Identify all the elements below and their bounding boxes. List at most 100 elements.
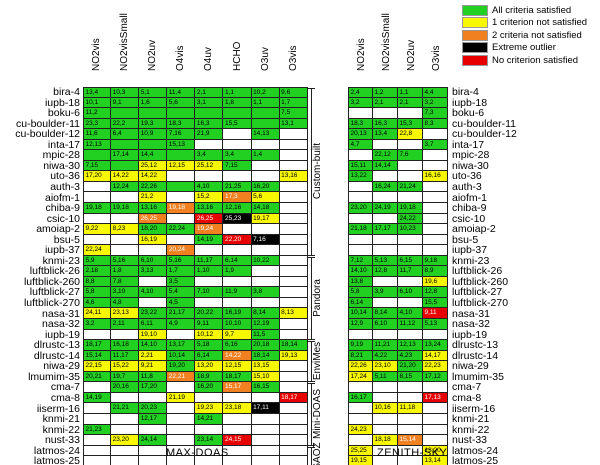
legend-item: No criterion satisfied xyxy=(462,54,598,67)
heatmap-cell: 7,16 xyxy=(251,234,280,245)
heatmap-cell: 12,8 xyxy=(423,287,448,297)
heatmap-cell xyxy=(348,245,373,255)
heatmap-cell xyxy=(279,150,308,160)
heatmap-cell xyxy=(111,108,140,118)
heatmap-cell: 6,10 xyxy=(398,287,423,297)
heatmap-cell xyxy=(223,245,252,255)
heatmap-cell: 5,18 xyxy=(195,340,224,350)
heatmap-cell: 13,15 xyxy=(251,361,280,371)
heatmap-row: 19,15 13,14 xyxy=(348,456,448,465)
heatmap-cell: 6,16 xyxy=(223,340,252,350)
heatmap-cell: 2,18 xyxy=(83,266,112,276)
heatmap-cell: 12,15 xyxy=(167,160,196,171)
heatmap-cell: 17,12 xyxy=(423,371,448,382)
heatmap-row: 12,24 22,26 4,10 21,25 16,20 xyxy=(83,181,308,193)
heatmap-cell xyxy=(348,108,373,118)
heatmap-cell xyxy=(423,424,448,435)
group-bracket xyxy=(311,341,312,382)
heatmap-cell xyxy=(373,456,398,465)
heatmap-cell: 21,23 xyxy=(83,424,112,435)
heatmap-cell: 14,19 xyxy=(83,392,112,403)
heatmap-cell: 17,3 xyxy=(223,192,252,203)
heatmap-row: 17,20 14,22 14,22 13,16 xyxy=(83,171,308,182)
heatmap-cell xyxy=(279,287,308,297)
heatmap-cell xyxy=(398,456,423,465)
heatmap-cell: 7,12 xyxy=(348,255,373,266)
heatmap-row: 24,23 xyxy=(348,424,448,436)
heatmap-row: 14,10 12,8 11,7 8,9 xyxy=(348,266,448,277)
heatmap-cell: 15,2 xyxy=(195,192,224,203)
heatmap-cell: 14,10 xyxy=(139,340,168,350)
heatmap-cell: 1,6 xyxy=(139,97,168,108)
heatmap-cell: 12,13 xyxy=(83,139,112,150)
heatmap-cell: 7,5 xyxy=(279,108,308,118)
heatmap-cell xyxy=(195,297,224,308)
heatmap-cell: 13,22 xyxy=(348,171,373,181)
row-label-left: lmumim-35 xyxy=(28,370,80,383)
heatmap-cell: 8,14 xyxy=(373,308,398,319)
row-label-right: boku-6 xyxy=(452,107,485,120)
row-label-left: chiba-9 xyxy=(45,202,80,215)
heatmap-row: 18,18 15,14 xyxy=(348,435,448,446)
heatmap-row xyxy=(348,192,448,204)
heatmap-cell xyxy=(111,160,140,171)
heatmap-cell: 18,9 xyxy=(195,371,224,382)
heatmap-cell xyxy=(398,160,423,171)
heatmap-cell xyxy=(167,413,196,424)
heatmap-cell: 4,10 xyxy=(139,287,168,297)
heatmap-cell xyxy=(279,234,308,245)
heatmap-cell xyxy=(373,276,398,287)
column-header: HCHO xyxy=(226,4,251,82)
heatmap-row: 22,12 7,6 xyxy=(348,150,448,161)
heatmap-cell xyxy=(251,139,280,150)
heatmap-cell: 6,10 xyxy=(373,319,398,329)
heatmap-cell xyxy=(279,181,308,192)
heatmap-cell xyxy=(167,435,196,445)
heatmap-cell: 25,12 xyxy=(195,160,224,171)
heatmap-cell: 22,2 xyxy=(111,118,140,129)
heatmap-cell xyxy=(167,192,196,203)
heatmap-cell xyxy=(373,213,398,224)
heatmap-row xyxy=(348,413,448,425)
row-label-left: cu-boulder-11 xyxy=(15,117,80,130)
heatmap-cell: 14,13 xyxy=(251,129,280,139)
heatmap-cell: 8,21 xyxy=(348,350,373,361)
legend-label: 2 criteria not satisfied xyxy=(492,29,582,41)
column-header-label: NO2uv xyxy=(147,39,159,71)
row-label-left: dlrustc-14 xyxy=(33,349,80,362)
heatmap-cell: 23,20 xyxy=(111,435,140,445)
row-label-left: luftblick-27 xyxy=(29,286,80,299)
row-label-right: bira-4 xyxy=(452,86,479,98)
heatmap-cell: 10,9 xyxy=(139,129,168,139)
group-bracket-tick xyxy=(307,339,315,341)
heatmap-cell: 22,15 xyxy=(83,361,112,371)
heatmap-cell: 13,20 xyxy=(423,445,448,456)
heatmap-cell: 24,15 xyxy=(223,435,252,445)
heatmap-cell: 13,16 xyxy=(139,203,168,213)
heatmap-cell: 10,16 xyxy=(373,403,398,413)
heatmap-cell: 10,14 xyxy=(167,350,196,361)
heatmap-cell: 17,24 xyxy=(348,371,373,382)
heatmap-row: 22,24 20,24 xyxy=(83,245,308,256)
heatmap-cell: 22,24 xyxy=(83,245,112,255)
heatmap-cell xyxy=(423,382,448,392)
legend: All criteria satisfied 1 criterion not sa… xyxy=(462,4,598,67)
row-label-left: iupb-37 xyxy=(44,244,80,257)
column-header: NO2vis xyxy=(85,4,110,82)
heatmap-cell: 19,15 xyxy=(348,456,373,465)
legend-label: 1 criterion not satisfied xyxy=(492,17,588,29)
row-label-left: auth-3 xyxy=(50,180,80,193)
heatmap-cell xyxy=(251,445,280,456)
heatmap-cell: 13,20 xyxy=(195,361,224,371)
row-label-right: knmi-23 xyxy=(452,254,490,267)
heatmap-cell: 6,14 xyxy=(348,297,373,308)
heatmap-cell xyxy=(83,329,112,340)
heatmap-cell: 15,14 xyxy=(83,350,112,361)
heatmap-cell xyxy=(195,445,224,456)
heatmap-row: 21,2 15,2 17,3 5,6 xyxy=(83,192,308,204)
row-label-left: boku-6 xyxy=(47,107,80,120)
heatmap-cell xyxy=(398,192,423,203)
heatmap-row: 8,8 7,8 3,5 xyxy=(83,276,308,288)
heatmap-cell: 13,4 xyxy=(83,88,112,97)
heatmap-cell: 12,9 xyxy=(348,319,373,329)
